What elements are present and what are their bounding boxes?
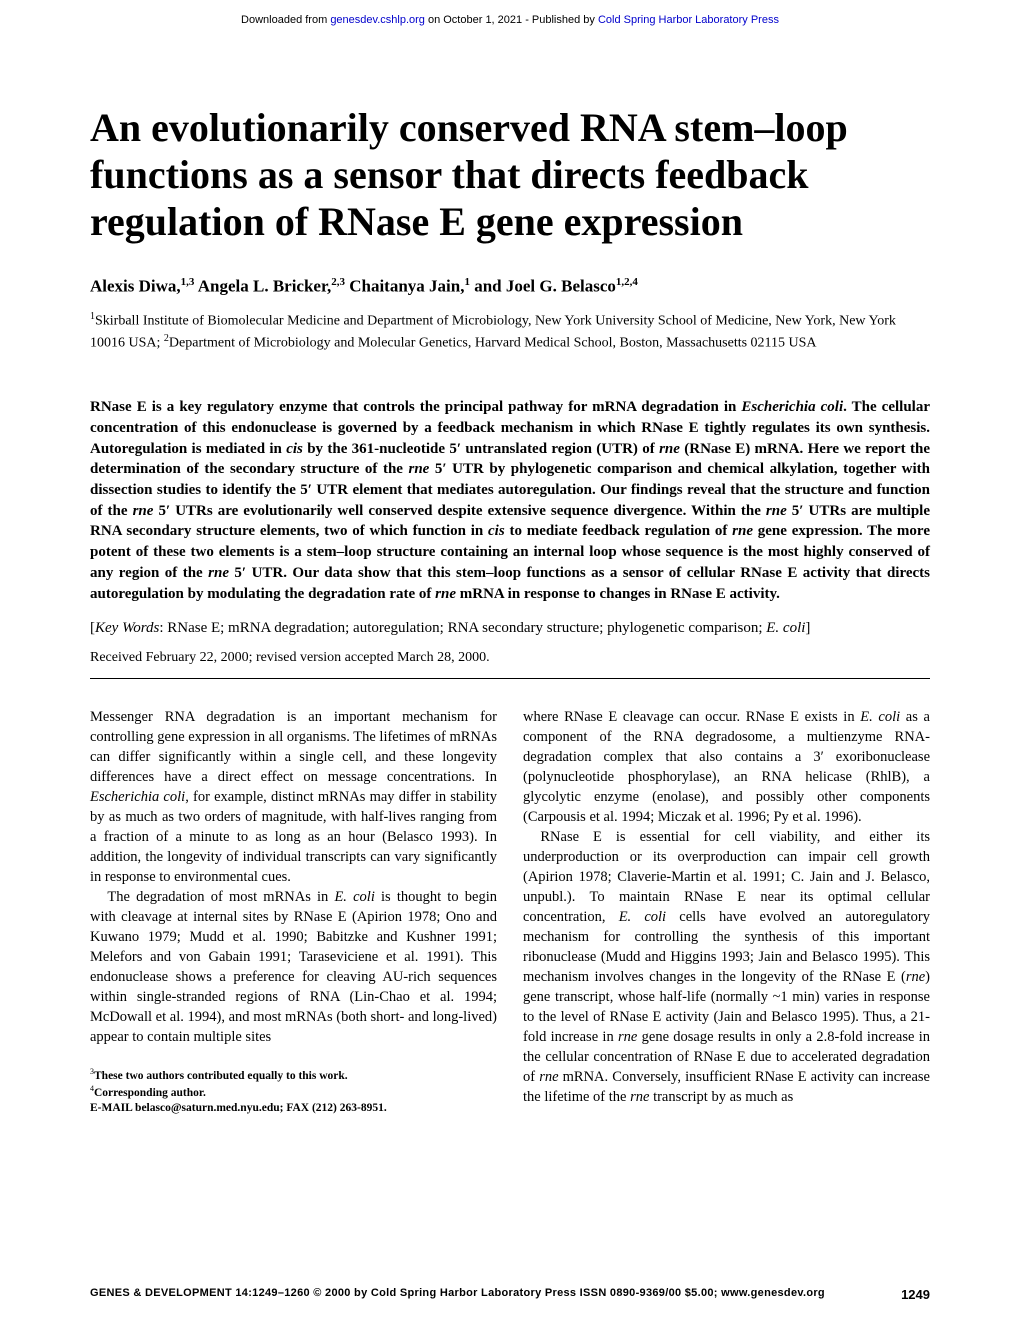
page-content: An evolutionarily conserved RNA stem–loo… [0,34,1020,1116]
footnote-contact: E-MAIL belasco@saturn.med.nyu.edu; FAX (… [90,1101,497,1116]
notice-link-publisher[interactable]: Cold Spring Harbor Laboratory Press [598,14,779,26]
footnotes-block: 3These two authors contributed equally t… [90,1067,497,1115]
body-paragraph: Messenger RNA degradation is an importan… [90,707,497,887]
left-column: Messenger RNA degradation is an importan… [90,707,497,1115]
footnote-corresponding: 4Corresponding author. [90,1084,497,1101]
page-number: 1249 [901,1287,930,1302]
download-notice: Downloaded from genesdev.cshlp.org on Oc… [0,0,1020,34]
received-line: Received February 22, 2000; revised vers… [90,650,930,666]
authors-line: Alexis Diwa,1,3 Angela L. Bricker,2,3 Ch… [90,276,930,297]
body-paragraph: where RNase E cleavage can occur. RNase … [523,707,930,827]
article-title: An evolutionarily conserved RNA stem–loo… [90,104,930,246]
notice-prefix: Downloaded from [241,14,330,26]
notice-mid: on October 1, 2021 - Published by [425,14,598,26]
keywords-line: [Key Words: RNase E; mRNA degradation; a… [90,618,930,638]
section-divider [90,678,930,679]
affiliations: 1Skirball Institute of Biomolecular Medi… [90,310,930,353]
body-paragraph: The degradation of most mRNAs in E. coli… [90,887,497,1047]
two-column-body: Messenger RNA degradation is an importan… [90,707,930,1115]
body-paragraph: RNase E is essential for cell viability,… [523,827,930,1107]
right-column: where RNase E cleavage can occur. RNase … [523,707,930,1115]
page-footer: GENES & DEVELOPMENT 14:1249–1260 © 2000 … [90,1287,930,1302]
footnote-equal-contrib: 3These two authors contributed equally t… [90,1067,497,1084]
abstract: RNase E is a key regulatory enzyme that … [90,397,930,604]
notice-link-site[interactable]: genesdev.cshlp.org [330,14,425,26]
footer-citation: GENES & DEVELOPMENT 14:1249–1260 © 2000 … [90,1287,825,1302]
